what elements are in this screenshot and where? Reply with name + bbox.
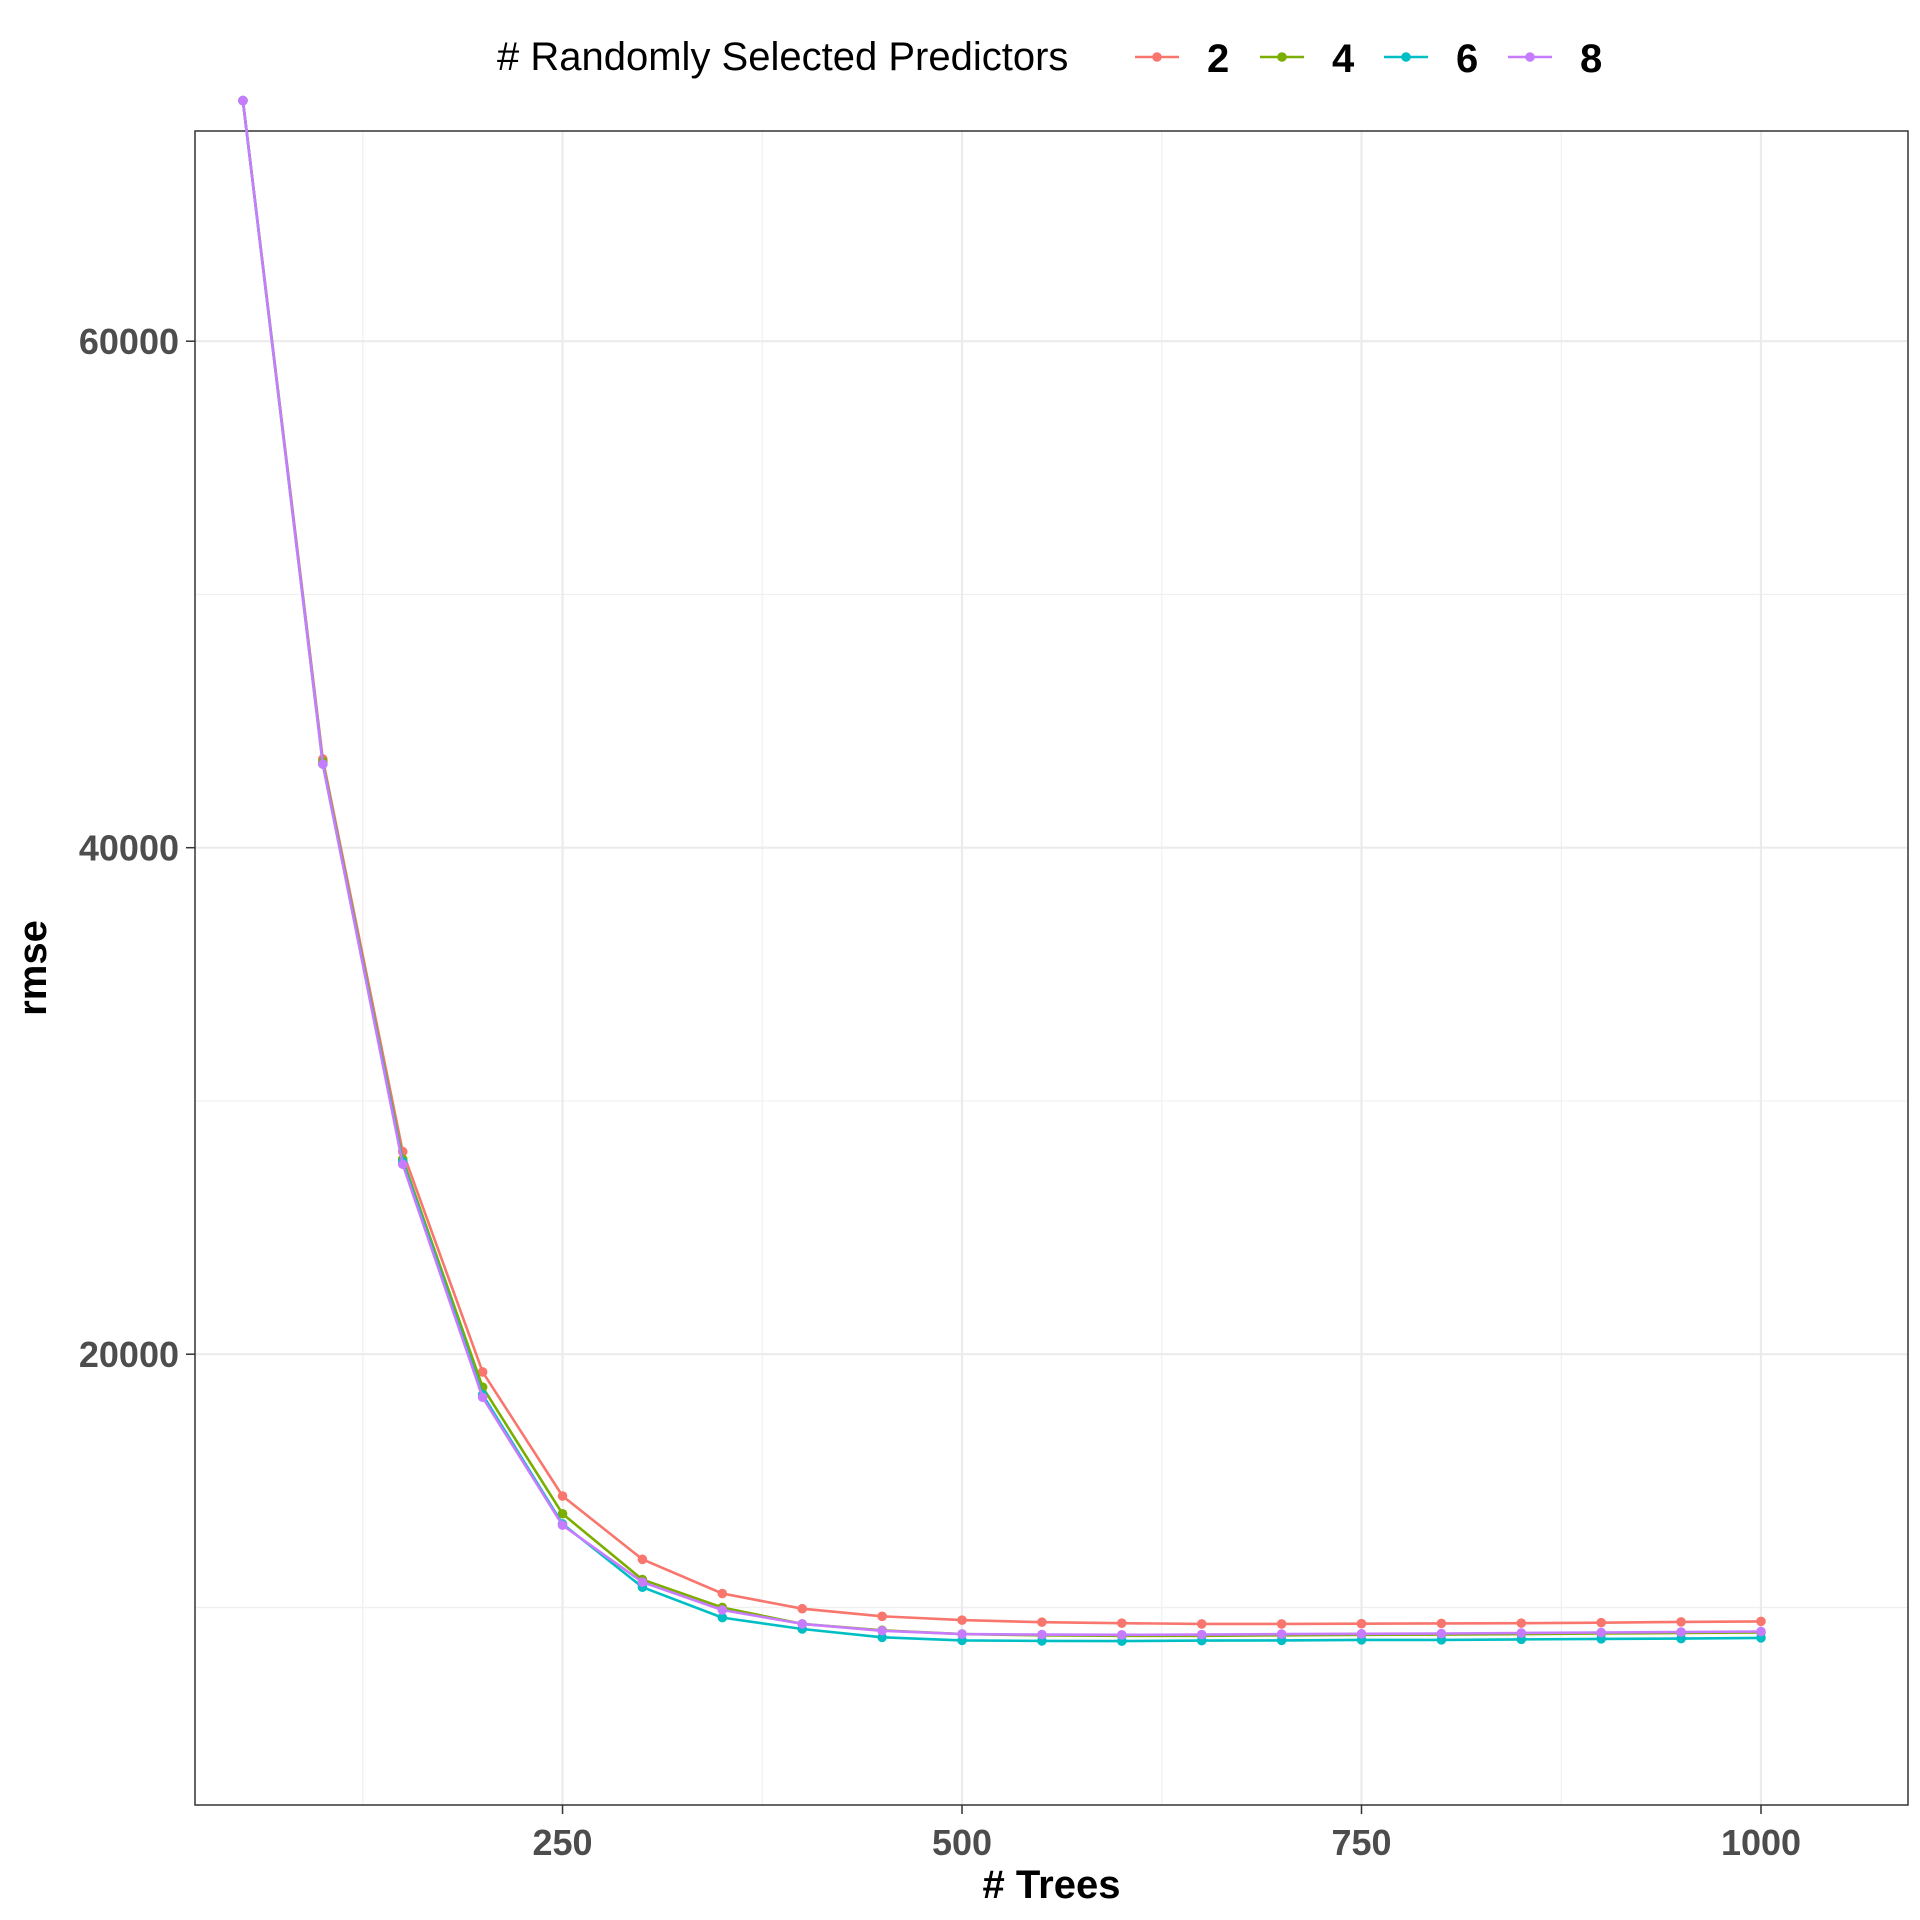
y-tick-label: 40000 xyxy=(79,828,179,869)
data-point xyxy=(1756,1616,1766,1627)
y-axis-title: rmse xyxy=(11,920,55,1016)
legend-item-6: 6 xyxy=(1384,37,1478,81)
data-point xyxy=(557,1520,568,1530)
data-point xyxy=(477,1392,488,1403)
data-point xyxy=(1676,1617,1686,1627)
legend-label: 8 xyxy=(1580,37,1602,81)
data-point xyxy=(238,95,248,106)
data-point xyxy=(717,1605,728,1615)
legend-key-point xyxy=(1525,52,1535,62)
y-tick-label: 60000 xyxy=(79,321,179,362)
x-tick-label: 1000 xyxy=(1721,1822,1801,1863)
data-point xyxy=(717,1612,728,1623)
data-point xyxy=(318,759,328,769)
series-line xyxy=(241,100,1762,1637)
x-tick-label: 250 xyxy=(532,1822,592,1863)
data-point xyxy=(1596,1627,1606,1638)
data-point xyxy=(477,1367,488,1377)
data-point xyxy=(397,1159,408,1170)
data-point xyxy=(877,1625,887,1636)
legend-title: # Randomly Selected Predictors xyxy=(497,35,1068,79)
data-point xyxy=(557,1508,568,1519)
data-point xyxy=(797,1619,808,1629)
data-point xyxy=(1196,1619,1207,1629)
data-point xyxy=(1356,1629,1367,1639)
data-point xyxy=(1037,1629,1047,1640)
series-6 xyxy=(238,95,1766,1646)
legend-key-point xyxy=(1152,52,1162,62)
data-point xyxy=(1516,1628,1527,1638)
legend-key-point xyxy=(1277,52,1287,62)
data-point xyxy=(1276,1629,1287,1639)
legend-label: 4 xyxy=(1332,37,1355,81)
data-point xyxy=(1676,1627,1686,1637)
data-point xyxy=(557,1491,568,1501)
data-point xyxy=(1276,1619,1287,1629)
data-point xyxy=(957,1615,967,1625)
data-point xyxy=(1117,1618,1127,1628)
data-point xyxy=(797,1603,808,1614)
data-point xyxy=(637,1554,648,1565)
legend-label: 2 xyxy=(1207,37,1229,81)
y-axis: 20000 40000 60000 xyxy=(79,321,195,1375)
data-point xyxy=(957,1629,967,1639)
legend-item-2: 2 xyxy=(1135,37,1229,81)
legend-item-4: 4 xyxy=(1260,37,1355,81)
series-layer xyxy=(238,95,1766,1646)
data-point xyxy=(1436,1628,1447,1639)
x-tick-label: 750 xyxy=(1331,1822,1391,1863)
legend: # Randomly Selected Predictors 2 4 6 8 xyxy=(497,35,1602,81)
data-point xyxy=(1756,1626,1766,1637)
x-tick-label: 500 xyxy=(932,1822,992,1863)
data-point xyxy=(1676,1633,1686,1644)
data-point xyxy=(1117,1630,1127,1640)
legend-label: 6 xyxy=(1456,37,1478,81)
legend-item-8: 8 xyxy=(1508,37,1602,81)
data-point xyxy=(637,1577,648,1587)
data-point xyxy=(1356,1618,1367,1629)
x-axis: 250 500 750 1000 xyxy=(532,1805,1801,1863)
data-point xyxy=(1596,1617,1606,1628)
x-axis-title: # Trees xyxy=(983,1863,1121,1907)
series-line xyxy=(241,100,1762,1626)
plot-panel-border xyxy=(194,130,1909,1806)
series-2 xyxy=(238,95,1766,1629)
series-4 xyxy=(238,95,1766,1641)
series-line xyxy=(241,100,1762,1638)
y-tick-label: 20000 xyxy=(79,1334,179,1375)
data-point xyxy=(1196,1629,1207,1640)
data-point xyxy=(877,1632,887,1643)
series-line xyxy=(241,100,1762,1643)
grid xyxy=(195,131,1908,1805)
data-point xyxy=(1436,1618,1447,1629)
data-point xyxy=(1516,1618,1527,1628)
data-point xyxy=(1037,1617,1047,1627)
legend-key-point xyxy=(1401,52,1411,62)
series-8 xyxy=(238,95,1766,1640)
data-point xyxy=(877,1611,887,1622)
data-point xyxy=(717,1588,728,1599)
